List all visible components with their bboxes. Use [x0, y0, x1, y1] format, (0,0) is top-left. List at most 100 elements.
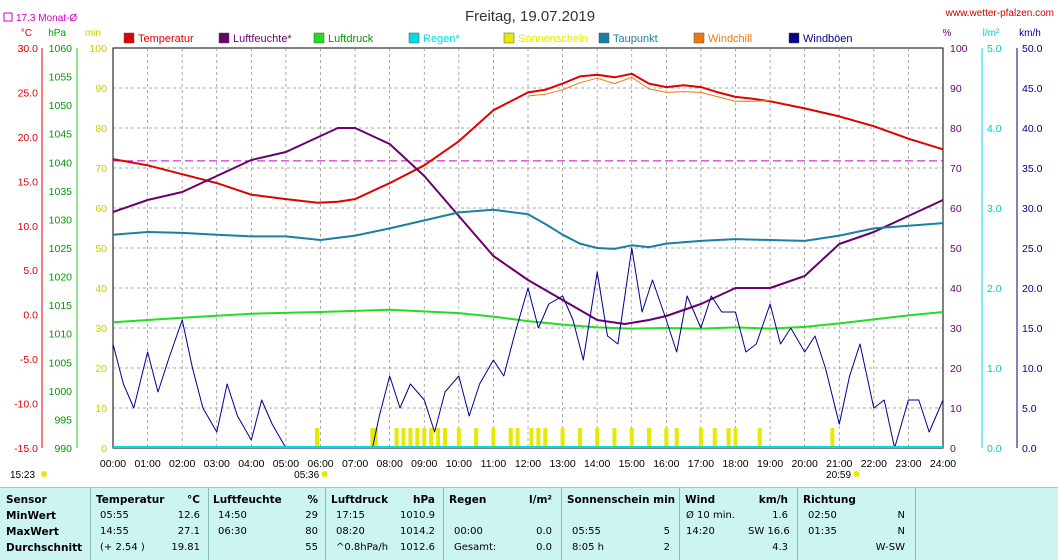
legend-label: Luftdruck	[328, 33, 374, 45]
sunshine-bar	[315, 428, 320, 448]
cell-rain-time: Gesamt:	[454, 542, 497, 553]
tick-label: 35.0	[1022, 163, 1043, 175]
cell-rain-val: 0.0	[536, 526, 552, 537]
tick-label: 3.0	[987, 203, 1002, 215]
sunshine-bar	[664, 428, 669, 448]
hdr-temp-unit: °C	[187, 494, 200, 506]
sunshine-bar	[429, 428, 434, 448]
tick-label: 1000	[49, 386, 73, 398]
legend-swatch	[313, 32, 325, 44]
legend-label: Temperatur	[138, 33, 194, 45]
sunshine-bar	[515, 428, 520, 448]
tick-label: 5.0	[987, 43, 1002, 55]
tick-label: 50	[950, 243, 962, 255]
sunshine-bar	[408, 428, 413, 448]
sunshine-bar	[474, 428, 479, 448]
cell-temp-val: 27.1	[177, 526, 200, 537]
axis-unit: km/h	[1019, 28, 1041, 39]
hdr-hum: Luftfeuchte	[213, 494, 282, 506]
sunshine-bar	[456, 428, 461, 448]
x-tick-label: 20:00	[792, 458, 818, 470]
tick-label: 10.0	[18, 221, 39, 233]
tick-label: 5.0	[23, 265, 38, 277]
series-windchill	[527, 76, 771, 102]
sunshine-bar	[612, 428, 617, 448]
sunshine-bar	[560, 428, 565, 448]
legend-label: Sonnenschein	[518, 33, 588, 45]
axis-unit: l/m²	[983, 28, 1000, 39]
tick-label: 1045	[49, 129, 73, 141]
cell-rain-val: 0.0	[536, 542, 552, 553]
tick-label: 20.0	[18, 132, 39, 144]
sunshine-bar	[830, 428, 835, 448]
tick-label: 50	[95, 243, 107, 255]
sunshine-bar	[712, 428, 717, 448]
tick-label: 25.0	[18, 87, 39, 99]
cell-temp-time: 14:55	[100, 526, 129, 537]
cell-hum-time: 14:50	[218, 510, 247, 521]
x-tick-label: 10:00	[446, 458, 472, 470]
tick-label: 30	[950, 323, 962, 335]
stats-table: Sensor Temperatur °C Luftfeuchte % Luftd…	[0, 487, 1058, 560]
axis-unit: min	[85, 28, 101, 39]
tick-label: 90	[95, 83, 107, 95]
sunshine-bar	[373, 428, 378, 448]
axis-unit: hPa	[48, 28, 66, 39]
tick-label: 1015	[49, 300, 73, 312]
hdr-dir: Richtung	[803, 494, 856, 506]
tick-label: 4.0	[987, 123, 1002, 135]
cell-sun-time: 05:55	[572, 526, 601, 537]
series-taupunkt	[112, 208, 944, 250]
sunshine-bar	[757, 428, 762, 448]
sunshine-bar	[529, 428, 534, 448]
cell-temp-time: 05:55	[100, 510, 129, 521]
cell-dir-val: N	[897, 526, 905, 537]
tick-label: 990	[54, 443, 72, 455]
tick-label: 0	[950, 443, 956, 455]
x-tick-label: 21:00	[826, 458, 852, 470]
row-label: MaxWert	[6, 526, 59, 538]
tick-label: 0.0	[1022, 443, 1037, 455]
cell-temp-val: 12.6	[177, 510, 200, 521]
cell-hum-time: 06:30	[218, 526, 247, 537]
tick-label: 10	[950, 403, 962, 415]
legend-label: Windböen	[803, 33, 853, 45]
sunshine-bar	[436, 428, 441, 448]
sunshine-bar	[733, 428, 738, 448]
tick-label: 1050	[49, 100, 73, 112]
legend-label: Luftfeuchte*	[233, 33, 292, 45]
hdr-press: Luftdruck	[331, 494, 389, 506]
cell-dir-val: W-SW	[875, 542, 905, 553]
sunrise-label: 05:36	[294, 470, 319, 481]
tick-label: 1035	[49, 186, 73, 198]
cell-rain-time: 00:00	[454, 526, 483, 537]
x-tick-label: 16:00	[653, 458, 679, 470]
x-tick-label: 23:00	[895, 458, 921, 470]
tick-label: 1040	[49, 157, 73, 169]
monthly-avg-icon	[3, 12, 13, 22]
sunshine-bar	[491, 428, 496, 448]
cell-sun-val: 5	[663, 526, 670, 537]
x-tick-label: 01:00	[134, 458, 160, 470]
x-tick-label: 15:00	[619, 458, 645, 470]
hdr-hum-unit: %	[307, 494, 318, 506]
x-tick-label: 24:00	[930, 458, 956, 470]
series-windben	[112, 247, 944, 449]
x-tick-label: 06:00	[307, 458, 333, 470]
cell-temp-time: (+ 2.54 )	[100, 542, 145, 553]
tick-label: 1055	[49, 72, 73, 84]
cell-press-time: 17:15	[336, 510, 365, 521]
tick-label: 20.0	[1022, 283, 1043, 295]
tick-label: 1010	[49, 329, 73, 341]
sunshine-bar	[394, 428, 399, 448]
tick-label: 1.0	[987, 363, 1002, 375]
hdr-sensor: Sensor	[6, 494, 47, 506]
site-link[interactable]: www.wetter-pfalzen.com	[945, 8, 1054, 19]
x-tick-label: 22:00	[861, 458, 887, 470]
cell-hum-val: 55	[305, 542, 318, 553]
tick-label: -10.0	[14, 399, 38, 411]
tick-label: 1005	[49, 357, 73, 369]
sunshine-bar	[543, 428, 548, 448]
cell-dir-val: N	[897, 510, 905, 521]
legend-label: Windchill	[708, 33, 752, 45]
